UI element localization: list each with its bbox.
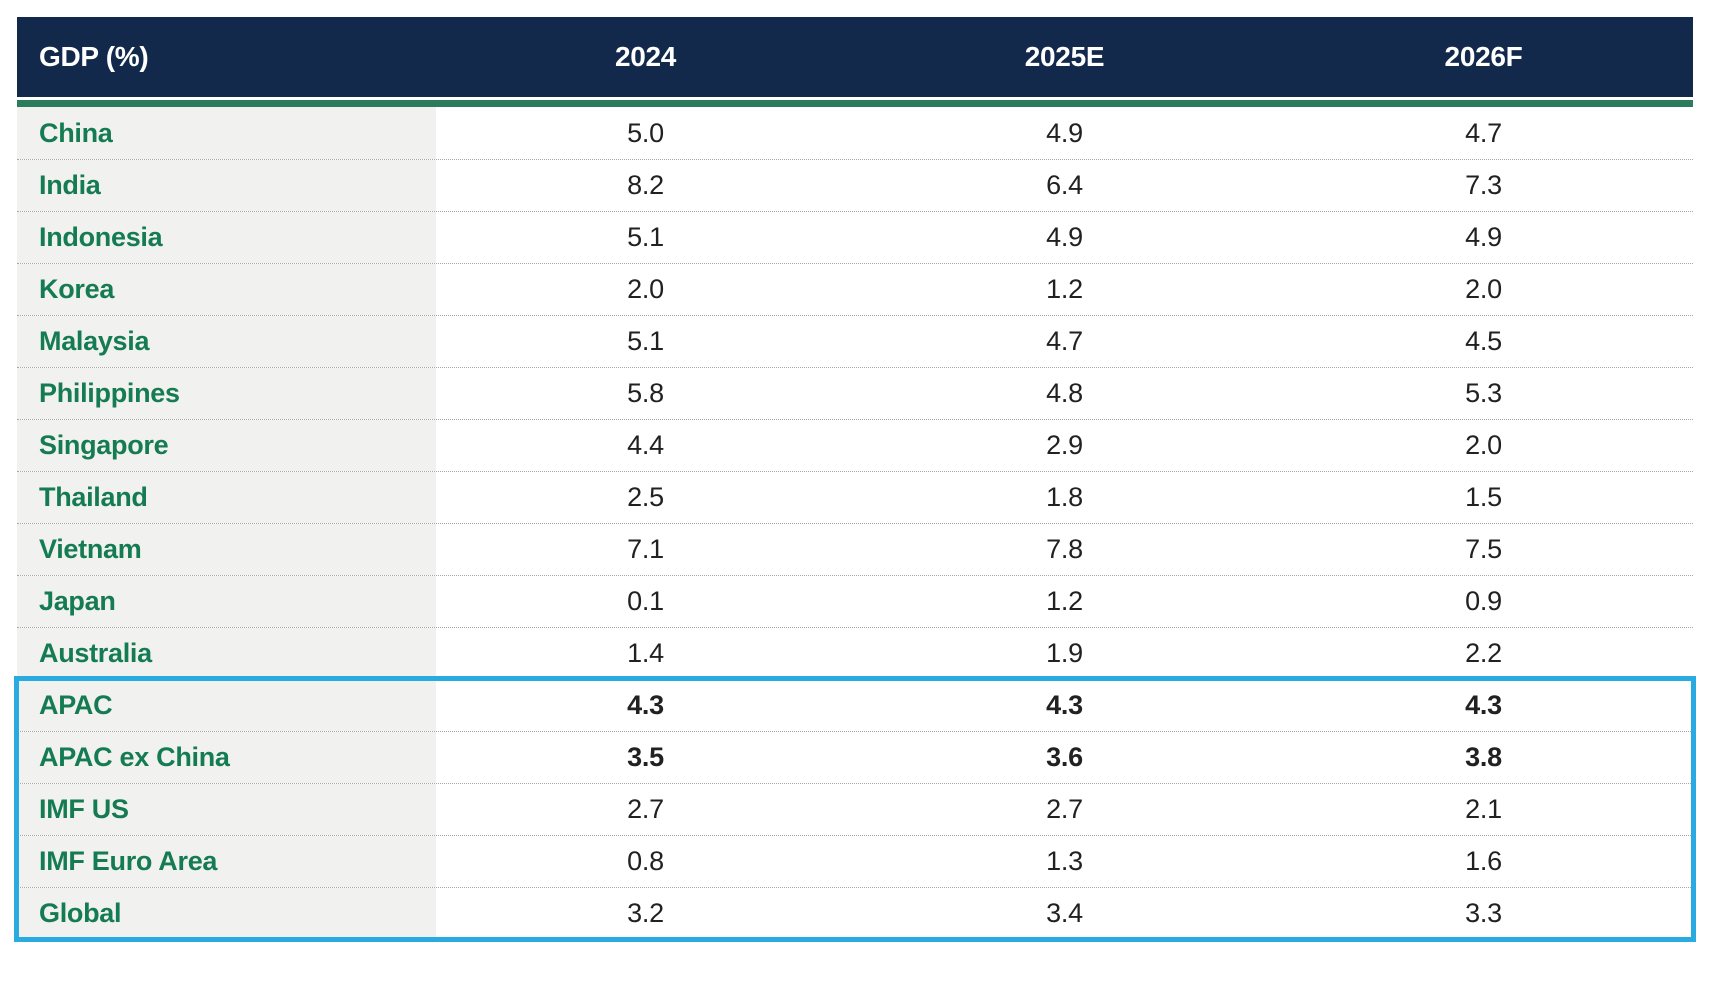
cell-2024: 5.1 bbox=[627, 222, 664, 252]
row-label: Philippines bbox=[17, 368, 436, 419]
table-row-korea: Korea 2.0 1.2 2.0 bbox=[17, 263, 1693, 315]
cell-2026f: 3.8 bbox=[1465, 742, 1502, 772]
table-row-apac: APAC 4.3 4.3 4.3 bbox=[17, 679, 1693, 731]
cell-2024: 0.8 bbox=[627, 846, 664, 876]
cell-2025e: 4.9 bbox=[1046, 222, 1083, 252]
cell-2025e: 1.3 bbox=[1046, 846, 1083, 876]
cell-2026f: 4.5 bbox=[1465, 326, 1502, 356]
cell-2024: 1.4 bbox=[627, 638, 664, 668]
cell-2025e: 3.4 bbox=[1046, 898, 1083, 928]
row-label: Vietnam bbox=[17, 524, 436, 575]
row-label: Japan bbox=[17, 576, 436, 627]
cell-2025e: 3.6 bbox=[1046, 742, 1083, 772]
row-label: India bbox=[17, 160, 436, 211]
cell-2026f: 4.9 bbox=[1465, 222, 1502, 252]
cell-2024: 3.5 bbox=[627, 742, 664, 772]
table-row-apac-ex-china: APAC ex China 3.5 3.6 3.8 bbox=[17, 731, 1693, 783]
cell-2024: 2.5 bbox=[627, 482, 664, 512]
gdp-forecast-table: GDP (%) 2024 2025E 2026F China 5.0 4.9 4… bbox=[14, 17, 1696, 942]
header-cell-2026f: 2026F bbox=[1444, 41, 1523, 72]
cell-2026f: 1.5 bbox=[1465, 482, 1502, 512]
cell-2025e: 4.7 bbox=[1046, 326, 1083, 356]
cell-2024: 0.1 bbox=[627, 586, 664, 616]
row-label: IMF Euro Area bbox=[17, 836, 436, 887]
table-row-thailand: Thailand 2.5 1.8 1.5 bbox=[17, 471, 1693, 523]
cell-2026f: 7.3 bbox=[1465, 170, 1502, 200]
row-label: APAC ex China bbox=[17, 732, 436, 783]
table-row-philippines: Philippines 5.8 4.8 5.3 bbox=[17, 367, 1693, 419]
header-divider-gap bbox=[17, 97, 1693, 100]
cell-2024: 2.0 bbox=[627, 274, 664, 304]
cell-2024: 5.0 bbox=[627, 117, 664, 148]
cell-2026f: 2.1 bbox=[1465, 794, 1502, 824]
cell-2025e: 1.8 bbox=[1046, 482, 1083, 512]
table-row-india: India 8.2 6.4 7.3 bbox=[17, 159, 1693, 211]
cell-2025e: 4.3 bbox=[1046, 690, 1083, 720]
cell-2026f: 4.7 bbox=[1465, 117, 1502, 148]
table-body: China 5.0 4.9 4.7 India 8.2 6.4 7.3 Indo… bbox=[14, 107, 1696, 942]
cell-2024: 8.2 bbox=[627, 170, 664, 200]
cell-2024: 3.2 bbox=[627, 898, 664, 928]
cell-2025e: 1.2 bbox=[1046, 586, 1083, 616]
row-label: Thailand bbox=[17, 472, 436, 523]
cell-2024: 7.1 bbox=[627, 534, 664, 564]
cell-2026f: 5.3 bbox=[1465, 378, 1502, 408]
cell-2025e: 4.9 bbox=[1046, 117, 1083, 148]
cell-2025e: 1.2 bbox=[1046, 274, 1083, 304]
cell-2025e: 6.4 bbox=[1046, 170, 1083, 200]
table-row-vietnam: Vietnam 7.1 7.8 7.5 bbox=[17, 523, 1693, 575]
cell-2026f: 2.0 bbox=[1465, 430, 1502, 460]
cell-2026f: 7.5 bbox=[1465, 534, 1502, 564]
row-label: China bbox=[17, 107, 436, 159]
cell-2026f: 0.9 bbox=[1465, 586, 1502, 616]
header-cell-2025e: 2025E bbox=[1024, 41, 1105, 72]
cell-2024: 2.7 bbox=[627, 794, 664, 824]
cell-2025e: 2.9 bbox=[1046, 430, 1083, 460]
table-row-imf-us: IMF US 2.7 2.7 2.1 bbox=[17, 783, 1693, 835]
table-row-china: China 5.0 4.9 4.7 bbox=[17, 107, 1693, 159]
green-accent-line bbox=[17, 100, 1693, 107]
row-label: Indonesia bbox=[17, 212, 436, 263]
row-label: Australia bbox=[17, 628, 436, 679]
row-label: Malaysia bbox=[17, 316, 436, 367]
header-cell-2024: 2024 bbox=[614, 41, 677, 72]
cell-2026f: 2.2 bbox=[1465, 638, 1502, 668]
cell-2026f: 2.0 bbox=[1465, 274, 1502, 304]
cell-2024: 5.1 bbox=[627, 326, 664, 356]
cell-2024: 4.4 bbox=[627, 430, 664, 460]
table-header-row: GDP (%) 2024 2025E 2026F bbox=[17, 17, 1693, 97]
table-row-malaysia: Malaysia 5.1 4.7 4.5 bbox=[17, 315, 1693, 367]
cell-2024: 5.8 bbox=[627, 378, 664, 408]
cell-2025e: 2.7 bbox=[1046, 794, 1083, 824]
table-row-global: Global 3.2 3.4 3.3 bbox=[17, 887, 1693, 939]
table-row-indonesia: Indonesia 5.1 4.9 4.9 bbox=[17, 211, 1693, 263]
row-label: Singapore bbox=[17, 420, 436, 471]
table-row-imf-euro-area: IMF Euro Area 0.8 1.3 1.6 bbox=[17, 835, 1693, 887]
cell-2026f: 4.3 bbox=[1465, 690, 1502, 720]
cell-2025e: 7.8 bbox=[1046, 534, 1083, 564]
table-row-australia: Australia 1.4 1.9 2.2 bbox=[17, 627, 1693, 679]
row-label: APAC bbox=[17, 680, 436, 731]
table-row-japan: Japan 0.1 1.2 0.9 bbox=[17, 575, 1693, 627]
cell-2025e: 4.8 bbox=[1046, 378, 1083, 408]
row-label: Korea bbox=[17, 264, 436, 315]
row-label: IMF US bbox=[17, 784, 436, 835]
cell-2026f: 3.3 bbox=[1465, 898, 1502, 928]
cell-2026f: 1.6 bbox=[1465, 846, 1502, 876]
header-cell-gdp: GDP (%) bbox=[39, 41, 149, 72]
table-row-singapore: Singapore 4.4 2.9 2.0 bbox=[17, 419, 1693, 471]
cell-2025e: 1.9 bbox=[1046, 638, 1083, 668]
cell-2024: 4.3 bbox=[627, 690, 664, 720]
row-label: Global bbox=[17, 888, 436, 939]
